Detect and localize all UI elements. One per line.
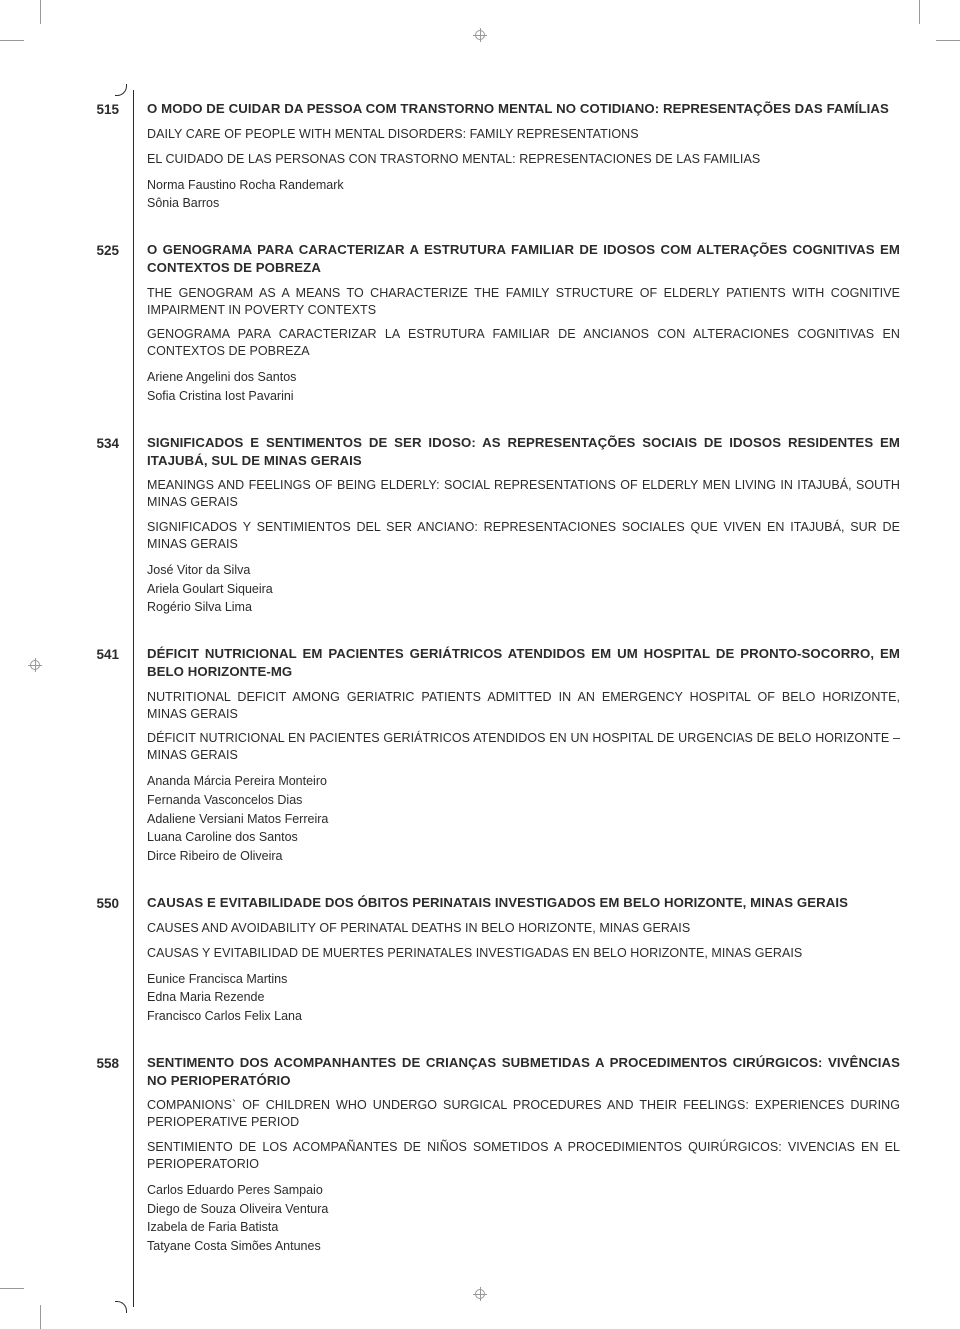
page-content: 515 O MODO DE CUIDAR DA PESSOA COM TRANST…: [80, 100, 900, 1269]
toc-entry-body: CAUSAS E EVITABILIDADE DOS ÓBITOS PERINA…: [133, 894, 900, 1026]
toc-author: Eunice Francisca Martins: [147, 970, 900, 989]
toc-author: Edna Maria Rezende: [147, 988, 900, 1007]
toc-author: Norma Faustino Rocha Randemark: [147, 176, 900, 195]
toc-author: Luana Caroline dos Santos: [147, 828, 900, 847]
toc-author: Ananda Márcia Pereira Monteiro: [147, 772, 900, 791]
toc-author: Tatyane Costa Simões Antunes: [147, 1237, 900, 1256]
toc-page-number: 525: [80, 241, 133, 406]
registration-mark-icon: [28, 658, 42, 672]
toc-author: Fernanda Vasconcelos Dias: [147, 791, 900, 810]
toc-authors: Norma Faustino Rocha RandemarkSônia Barr…: [147, 176, 900, 214]
toc-authors: Ananda Márcia Pereira MonteiroFernanda V…: [147, 772, 900, 866]
toc-title-en: CAUSES AND AVOIDABILITY OF PERINATAL DEA…: [147, 920, 900, 937]
toc-entry-body: SENTIMENTO DOS ACOMPANHANTES DE CRIANÇAS…: [133, 1054, 900, 1256]
toc-entry: 534 SIGNIFICADOS E SENTIMENTOS DE SER IDO…: [80, 434, 900, 617]
toc-title-en: DAILY CARE OF PEOPLE WITH MENTAL DISORDE…: [147, 126, 900, 143]
registration-mark-icon: [473, 28, 487, 42]
toc-author: Adaliene Versiani Matos Ferreira: [147, 810, 900, 829]
toc-author: Rogério Silva Lima: [147, 598, 900, 617]
toc-author: Carlos Eduardo Peres Sampaio: [147, 1181, 900, 1200]
toc-page-number: 558: [80, 1054, 133, 1256]
toc-entry: 541 DÉFICIT NUTRICIONAL EM PACIENTES GERI…: [80, 645, 900, 866]
toc-entry: 558 SENTIMENTO DOS ACOMPANHANTES DE CRIAN…: [80, 1054, 900, 1256]
toc-authors: Eunice Francisca MartinsEdna Maria Rezen…: [147, 970, 900, 1026]
toc-authors: José Vitor da SilvaAriela Goulart Siquei…: [147, 561, 900, 617]
toc-author: Francisco Carlos Felix Lana: [147, 1007, 900, 1026]
toc-title-es: SIGNIFICADOS Y SENTIMIENTOS DEL SER ANCI…: [147, 519, 900, 553]
toc-title-en: THE GENOGRAM AS A MEANS TO CHARACTERIZE …: [147, 285, 900, 319]
toc-author: Sônia Barros: [147, 194, 900, 213]
toc-author: Diego de Souza Oliveira Ventura: [147, 1200, 900, 1219]
toc-title-es: EL CUIDADO DE LAS PERSONAS CON TRASTORNO…: [147, 151, 900, 168]
toc-author: José Vitor da Silva: [147, 561, 900, 580]
toc-author: Izabela de Faria Batista: [147, 1218, 900, 1237]
toc-rule-corner-icon: [115, 1301, 127, 1313]
toc-title-en: MEANINGS AND FEELINGS OF BEING ELDERLY: …: [147, 477, 900, 511]
toc-entry: 525 O GENOGRAMA PARA CARACTERIZAR A ESTRU…: [80, 241, 900, 406]
toc-title-pt: CAUSAS E EVITABILIDADE DOS ÓBITOS PERINA…: [147, 894, 900, 912]
toc-title-en: NUTRITIONAL DEFICIT AMONG GERIATRIC PATI…: [147, 689, 900, 723]
toc-entry-body: SIGNIFICADOS E SENTIMENTOS DE SER IDOSO:…: [133, 434, 900, 617]
toc-title-es: GENOGRAMA PARA CARACTERIZAR LA ESTRUTURA…: [147, 326, 900, 360]
toc-authors: Ariene Angelini dos SantosSofia Cristina…: [147, 368, 900, 406]
toc-title-pt: SENTIMENTO DOS ACOMPANHANTES DE CRIANÇAS…: [147, 1054, 900, 1090]
toc-authors: Carlos Eduardo Peres SampaioDiego de Sou…: [147, 1181, 900, 1256]
toc-title-es: DÉFICIT NUTRICIONAL EN PACIENTES GERIÁTR…: [147, 730, 900, 764]
toc-page-number: 541: [80, 645, 133, 866]
toc-rule-corner-icon: [115, 84, 127, 96]
toc-author: Ariela Goulart Siqueira: [147, 580, 900, 599]
toc-author: Ariene Angelini dos Santos: [147, 368, 900, 387]
registration-mark-icon: [473, 1287, 487, 1301]
toc-title-pt: O MODO DE CUIDAR DA PESSOA COM TRANSTORN…: [147, 100, 900, 118]
toc-author: Sofia Cristina Iost Pavarini: [147, 387, 900, 406]
toc-entry-body: O MODO DE CUIDAR DA PESSOA COM TRANSTORN…: [133, 100, 900, 213]
toc-page-number: 534: [80, 434, 133, 617]
toc-title-pt: O GENOGRAMA PARA CARACTERIZAR A ESTRUTUR…: [147, 241, 900, 277]
toc-entry-body: O GENOGRAMA PARA CARACTERIZAR A ESTRUTUR…: [133, 241, 900, 406]
toc-author: Dirce Ribeiro de Oliveira: [147, 847, 900, 866]
toc-entries: 515 O MODO DE CUIDAR DA PESSOA COM TRANST…: [80, 100, 900, 1256]
toc-title-es: CAUSAS Y EVITABILIDAD DE MUERTES PERINAT…: [147, 945, 900, 962]
toc-title-es: SENTIMIENTO DE LOS ACOMPAÑANTES DE NIÑOS…: [147, 1139, 900, 1173]
toc-page-number: 515: [80, 100, 133, 213]
toc-title-en: COMPANIONS` OF CHILDREN WHO UNDERGO SURG…: [147, 1097, 900, 1131]
toc-title-pt: DÉFICIT NUTRICIONAL EM PACIENTES GERIÁTR…: [147, 645, 900, 681]
toc-entry: 550 CAUSAS E EVITABILIDADE DOS ÓBITOS PER…: [80, 894, 900, 1026]
toc-entry: 515 O MODO DE CUIDAR DA PESSOA COM TRANST…: [80, 100, 900, 213]
toc-page-number: 550: [80, 894, 133, 1026]
toc-title-pt: SIGNIFICADOS E SENTIMENTOS DE SER IDOSO:…: [147, 434, 900, 470]
toc-entry-body: DÉFICIT NUTRICIONAL EM PACIENTES GERIÁTR…: [133, 645, 900, 866]
